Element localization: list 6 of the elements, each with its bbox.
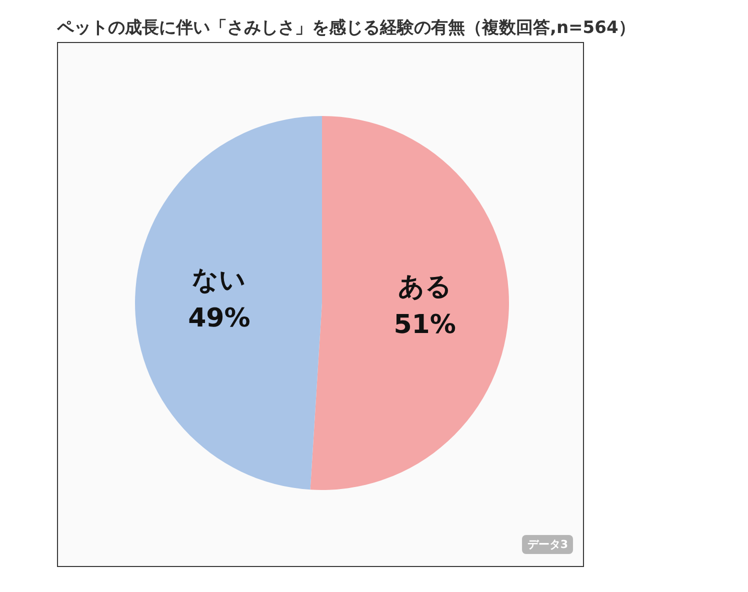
text: データ3 — [522, 535, 573, 554]
data-label: 49% — [188, 304, 250, 334]
data-label: 51% — [394, 310, 456, 340]
chart-title: ペットの成長に伴い「さみしさ」を感じる経験の有無（複数回答,n=564） — [57, 17, 636, 39]
slice-label: ない — [192, 266, 246, 296]
slice-label: ある — [398, 272, 452, 302]
